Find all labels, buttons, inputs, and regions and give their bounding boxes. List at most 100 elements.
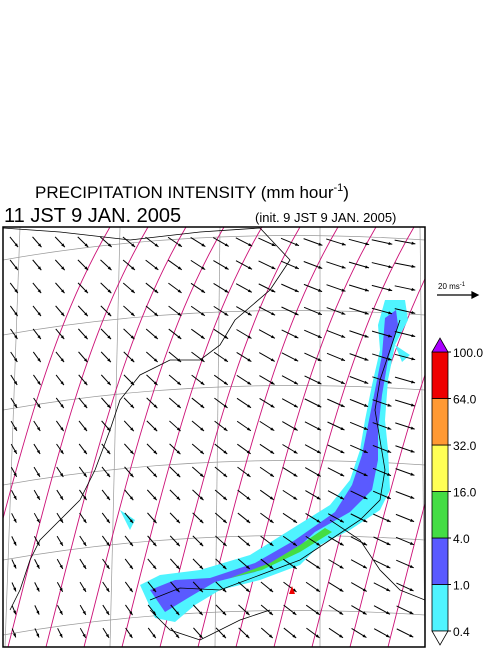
wind-arrow-head	[60, 312, 65, 317]
wind-arrow-head	[152, 611, 156, 616]
wind-arrow-head	[129, 611, 133, 616]
wind-arrow-head	[36, 427, 41, 431]
wind-arrow-head	[175, 565, 180, 570]
wind-arrow-head	[386, 542, 391, 545]
wind-arrow-head	[82, 542, 87, 546]
wind-arrow-head	[131, 266, 135, 271]
wind-arrow-head	[130, 404, 134, 409]
wind-arrow-head	[365, 265, 370, 269]
isobar	[349, 373, 425, 647]
colorbar-segment	[431, 398, 449, 446]
wind-arrow-head	[317, 381, 322, 385]
wind-arrow-head	[223, 427, 228, 431]
wind-arrow-head	[177, 358, 182, 362]
wind-arrow-head	[14, 289, 18, 294]
wind-arrow-head	[175, 588, 180, 593]
wind-arrow-head	[248, 243, 253, 247]
wind-arrow-head	[246, 473, 251, 477]
wind-arrow-head	[294, 381, 299, 385]
wind-arrow-head	[270, 473, 274, 477]
colorbar-label: 16.0	[453, 486, 477, 500]
wind-arrow-head	[130, 289, 135, 294]
wind-arrow-head	[129, 519, 134, 524]
wind-arrow-head	[201, 289, 206, 293]
wind-arrow-head	[176, 496, 181, 501]
wind-arrow-head	[271, 312, 276, 316]
wind-arrow-head	[129, 450, 134, 455]
wind-arrow-head	[292, 565, 297, 569]
longitude-line	[419, 227, 425, 647]
wind-arrow-head	[363, 519, 368, 523]
wind-arrow-head	[129, 634, 133, 639]
longitude-line	[109, 227, 121, 647]
wind-arrow-head	[224, 266, 229, 270]
wind-arrow-head	[245, 634, 250, 639]
colorbar-segment	[431, 584, 449, 632]
wind-arrow-head	[339, 634, 344, 638]
wind-arrow-head	[385, 634, 390, 638]
wind-arrow-head	[248, 266, 253, 270]
wind-arrow-head	[292, 634, 297, 638]
wind-arrow-head	[13, 449, 17, 454]
wind-arrow-head	[37, 404, 41, 409]
wind-arrow-head	[176, 542, 180, 547]
wind-arrow-head	[341, 334, 346, 338]
wind-arrow-head	[153, 381, 158, 386]
wind-arrow-head	[293, 404, 298, 408]
wind-arrow-head	[340, 357, 345, 361]
wind-arrow-head	[364, 288, 369, 292]
wind-arrow-head	[386, 588, 391, 592]
coast-korea	[9, 499, 81, 611]
wind-arrow-head	[316, 542, 321, 546]
wind-arrow-head	[269, 565, 274, 569]
colorbar-segment	[431, 351, 449, 399]
precipitation	[120, 300, 410, 622]
wind-arrow-head	[340, 496, 345, 500]
wind-arrow-head	[410, 472, 415, 476]
coast-continent	[3, 227, 291, 501]
wind-arrow-head	[13, 358, 18, 362]
wind-arrow-head	[176, 519, 180, 524]
wind-arrow-head	[176, 404, 181, 409]
wind-arrow-head	[130, 312, 135, 317]
wind-arrow-head	[293, 519, 298, 523]
wind-arrow-head	[107, 266, 112, 271]
wind-arrow-head	[84, 289, 88, 294]
map	[3, 227, 425, 647]
colorbar-under	[431, 630, 449, 646]
wind-arrow-head	[363, 449, 368, 453]
wind-arrow-head	[199, 565, 204, 570]
wind-arrow-head	[129, 496, 134, 501]
wind-arrow-head	[13, 587, 17, 592]
wind-arrow-head	[105, 588, 110, 592]
wind-arrow-head	[388, 311, 393, 315]
wind-arrow-head	[411, 287, 416, 291]
wind-arrow-head	[410, 495, 415, 499]
wind-arrow-head	[152, 565, 157, 570]
wind-arrow-head	[83, 335, 88, 340]
wind-arrow-head	[364, 380, 369, 384]
wind-arrow-head	[107, 335, 112, 340]
wind-arrow-head	[388, 265, 393, 269]
wind-arrow-head	[153, 358, 158, 363]
wind-arrow-head	[247, 404, 252, 408]
wind-arrow-head	[176, 450, 181, 455]
wind-arrow-head	[271, 242, 276, 246]
wind-arrow-head	[365, 242, 370, 246]
wind-arrow-head	[409, 541, 414, 545]
wind-arrow-head	[245, 611, 250, 616]
wind-arrow-head	[386, 472, 391, 476]
wind-arrow-head	[341, 311, 346, 315]
wind-arrow-head	[363, 542, 368, 546]
wind-arrow-head	[270, 450, 275, 454]
vector-scale-arrow	[437, 291, 480, 299]
wind-arrow-head	[223, 381, 228, 385]
wind-arrow-head	[362, 611, 367, 615]
wind-arrow-head	[247, 381, 252, 385]
wind-arrow-head	[60, 358, 65, 363]
wind-arrow-head	[363, 496, 368, 500]
colorbar-segment	[431, 537, 449, 585]
wind-arrow-head	[83, 519, 87, 524]
colorbar-label: 1.0	[453, 579, 470, 593]
